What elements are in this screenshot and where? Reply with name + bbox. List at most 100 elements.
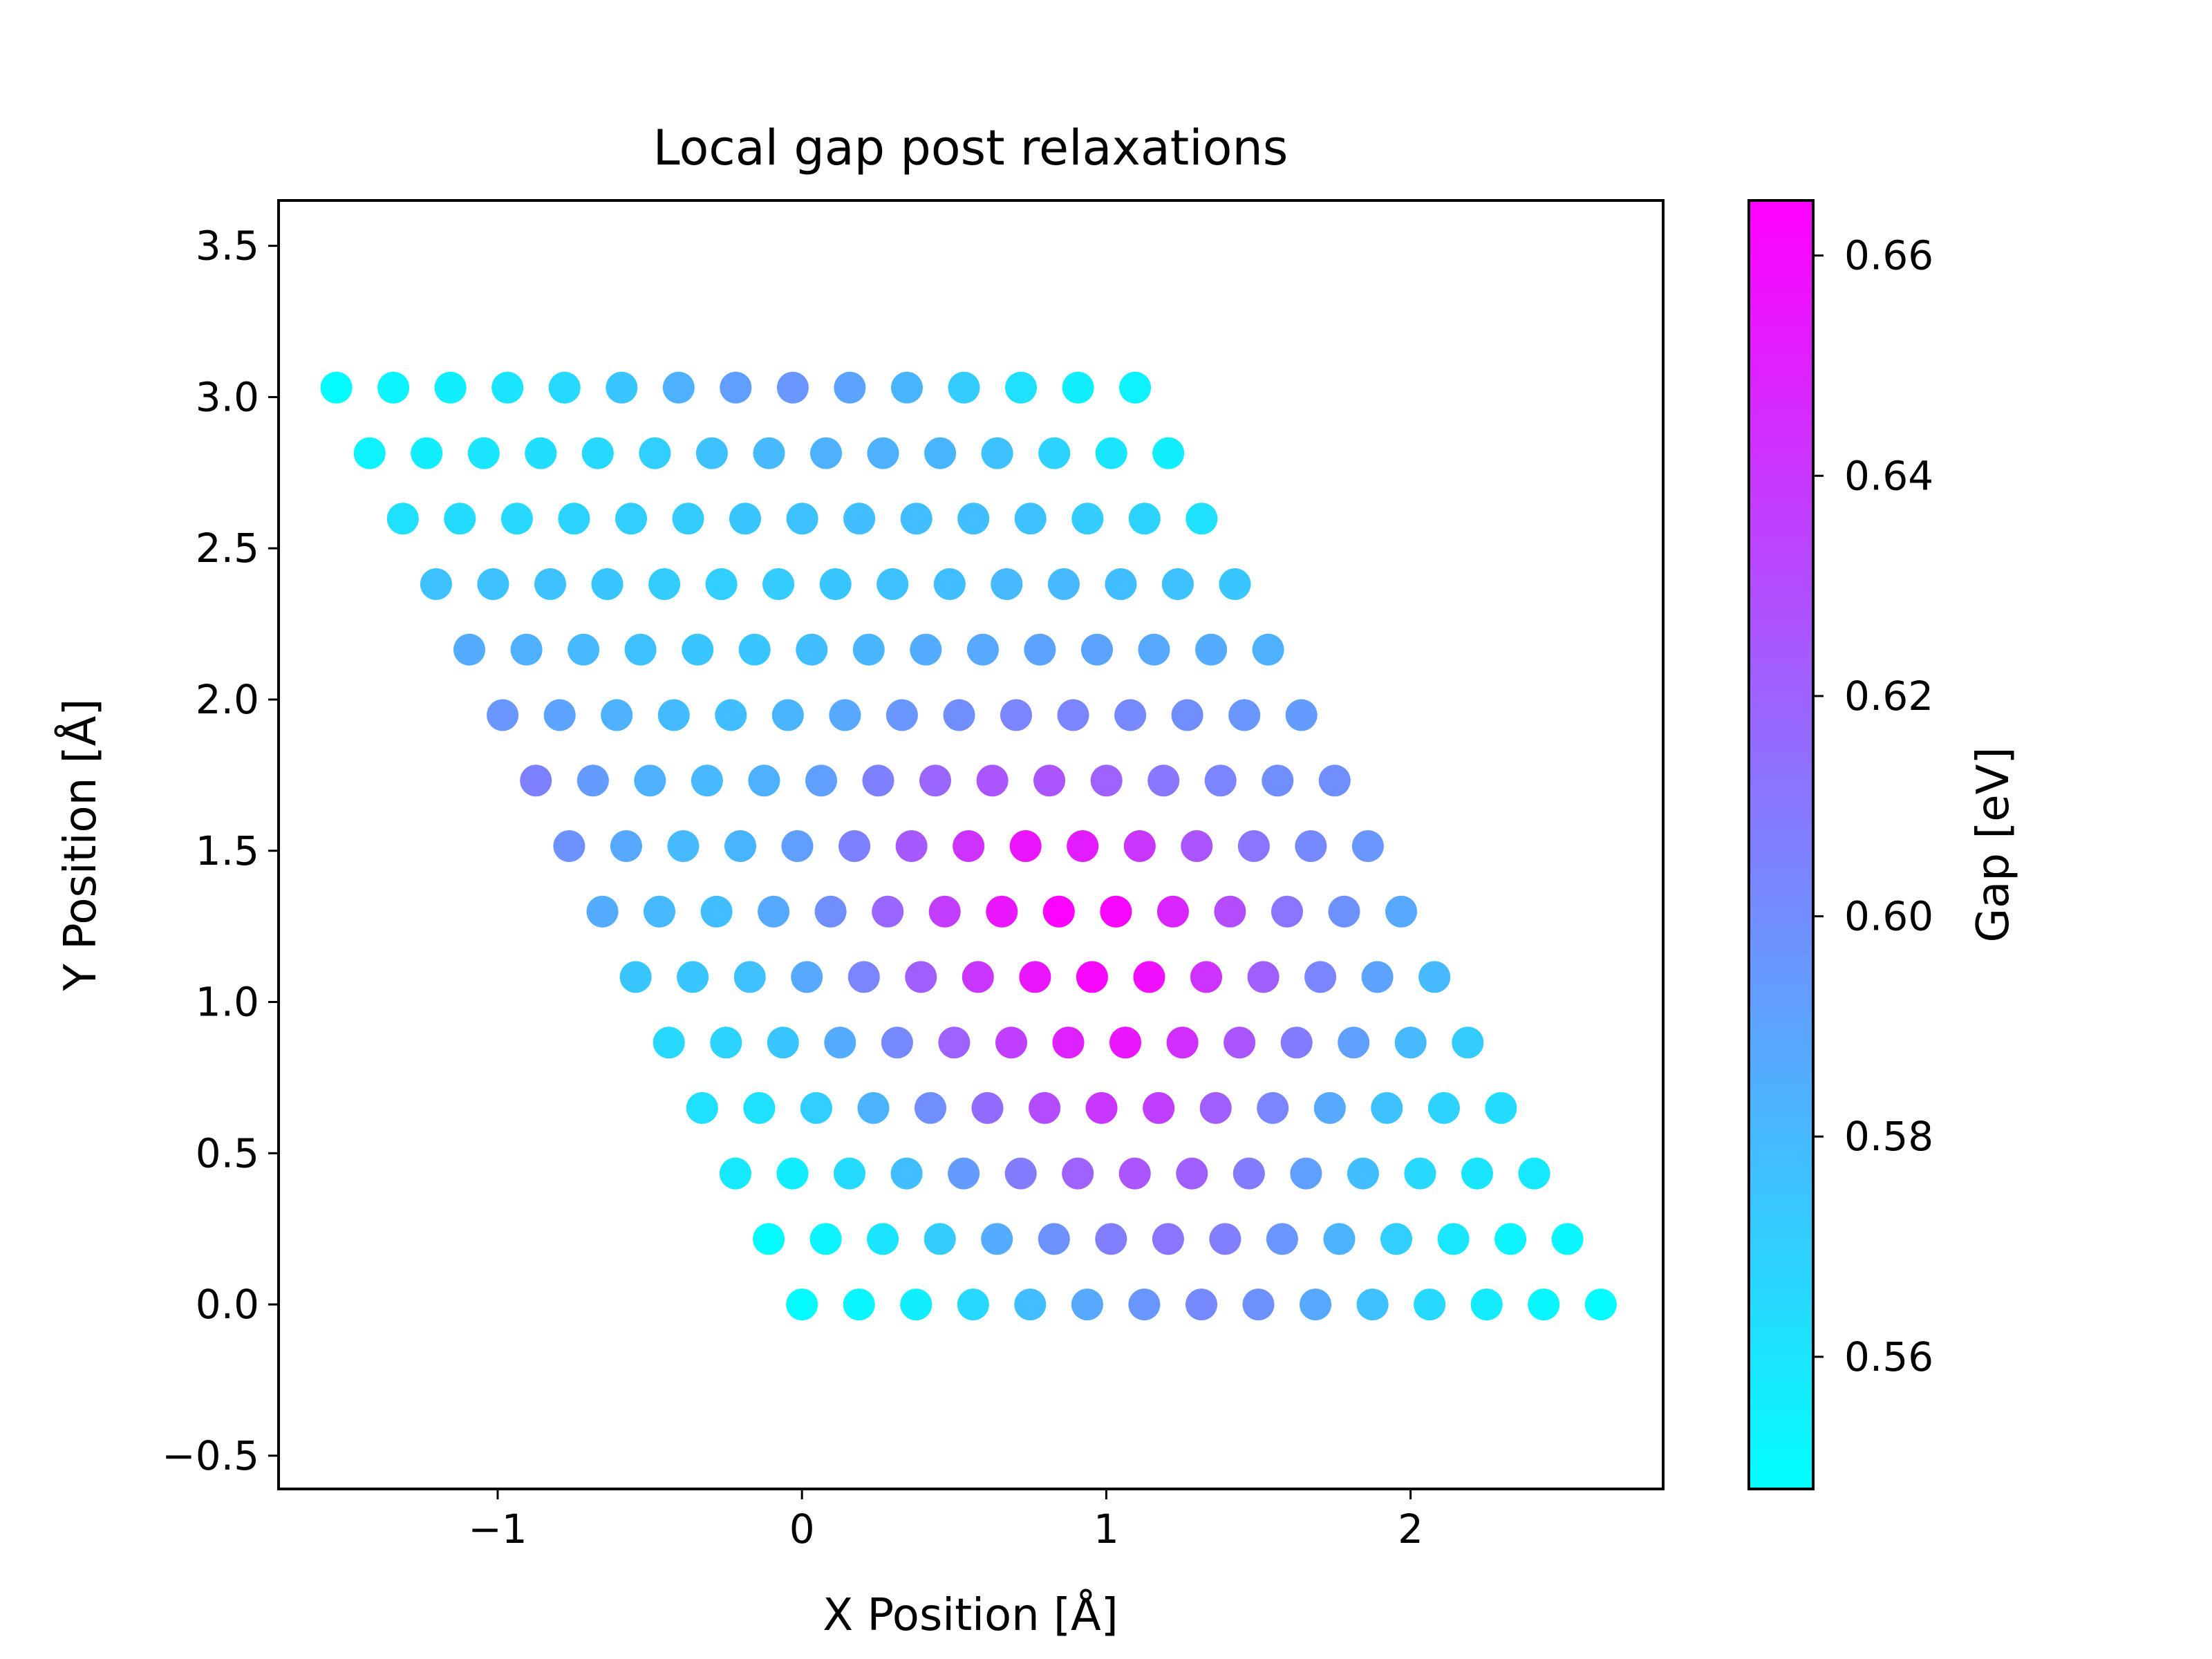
data-point: [933, 568, 966, 600]
data-point: [1014, 503, 1047, 535]
data-point: [720, 371, 752, 404]
data-point: [634, 765, 666, 797]
data-point: [1156, 895, 1189, 928]
data-point: [971, 1091, 1004, 1124]
data-point: [981, 1223, 1013, 1255]
y-tick-label: −0.5: [162, 1432, 259, 1479]
y-tick-label: 1.5: [196, 827, 259, 874]
data-point: [1047, 568, 1080, 600]
data-point: [320, 371, 353, 404]
data-point: [733, 961, 766, 993]
data-point: [667, 830, 700, 862]
data-point: [1300, 1288, 1331, 1321]
data-point: [1394, 1027, 1427, 1059]
data-point: [1528, 1288, 1560, 1321]
data-point: [829, 699, 861, 731]
data-point: [1242, 1288, 1275, 1321]
data-point: [753, 1223, 785, 1255]
data-point: [500, 503, 533, 535]
data-point: [710, 1027, 742, 1059]
data-point: [610, 830, 642, 862]
data-point: [1313, 1091, 1346, 1124]
data-point: [1323, 1223, 1356, 1255]
data-point: [1328, 895, 1360, 928]
data-point: [953, 830, 985, 862]
data-point: [1290, 1157, 1322, 1190]
data-point: [1105, 568, 1137, 600]
data-point: [1452, 1027, 1484, 1059]
data-point: [715, 699, 747, 731]
data-point: [1356, 1288, 1389, 1321]
colorbar-tick-label: 0.62: [1844, 673, 1933, 720]
data-point: [890, 1157, 923, 1190]
data-point: [1494, 1223, 1527, 1255]
data-point: [1470, 1288, 1503, 1321]
data-point: [1185, 503, 1218, 535]
data-point: [581, 437, 614, 469]
data-point: [1427, 1091, 1460, 1124]
data-point: [1062, 371, 1094, 404]
data-point: [800, 1091, 832, 1124]
data-point: [1418, 961, 1451, 993]
data-point: [686, 1091, 718, 1124]
data-point: [857, 1091, 890, 1124]
data-point: [1090, 765, 1123, 797]
data-point: [1019, 961, 1051, 993]
data-point: [928, 895, 961, 928]
y-tick-label: 0.0: [196, 1281, 259, 1328]
data-point: [700, 895, 733, 928]
data-point: [867, 1223, 899, 1255]
data-point: [657, 699, 690, 731]
data-point: [444, 503, 476, 535]
data-point: [1485, 1091, 1517, 1124]
data-point: [900, 503, 932, 535]
data-point: [1128, 503, 1161, 535]
y-tick-label: 2.5: [196, 525, 259, 572]
data-point: [639, 437, 671, 469]
data-point: [1133, 961, 1165, 993]
data-point: [1009, 830, 1042, 862]
data-point: [1199, 1091, 1232, 1124]
data-point: [615, 503, 647, 535]
data-point: [1385, 895, 1418, 928]
data-point: [791, 961, 823, 993]
data-point: [819, 568, 852, 600]
data-point: [1138, 633, 1170, 666]
colorbar-tick-label: 0.60: [1844, 893, 1933, 940]
data-point: [1119, 371, 1152, 404]
colorbar-label: Gap [eV]: [1968, 747, 2019, 943]
data-point: [648, 568, 681, 600]
data-point: [1038, 1223, 1070, 1255]
data-point: [1285, 699, 1318, 731]
data-point: [1371, 1091, 1403, 1124]
data-point: [995, 1027, 1027, 1059]
data-point: [891, 371, 923, 404]
data-point: [758, 895, 790, 928]
data-point: [1118, 1157, 1151, 1190]
data-point: [695, 437, 728, 469]
data-point: [1095, 437, 1127, 469]
data-point: [1100, 895, 1132, 928]
data-point: [1076, 961, 1108, 993]
data-point: [743, 1091, 776, 1124]
data-point: [548, 371, 581, 404]
data-point: [872, 895, 904, 928]
data-point: [809, 1223, 842, 1255]
data-point: [991, 568, 1023, 600]
colorbar-tick-label: 0.64: [1844, 452, 1933, 499]
data-point: [411, 437, 443, 469]
data-point: [824, 1027, 856, 1059]
data-point: [753, 437, 785, 469]
data-point: [814, 895, 847, 928]
data-point: [948, 371, 980, 404]
data-point: [881, 1027, 913, 1059]
data-point: [1033, 765, 1066, 797]
x-axis-label: X Position [Å]: [823, 1588, 1118, 1641]
y-tick-label: 3.0: [196, 373, 259, 420]
data-point: [1114, 699, 1147, 731]
data-point: [1209, 1223, 1241, 1255]
data-point: [1271, 895, 1303, 928]
data-point: [1461, 1157, 1493, 1190]
data-point: [1262, 765, 1294, 797]
data-point: [1147, 765, 1180, 797]
